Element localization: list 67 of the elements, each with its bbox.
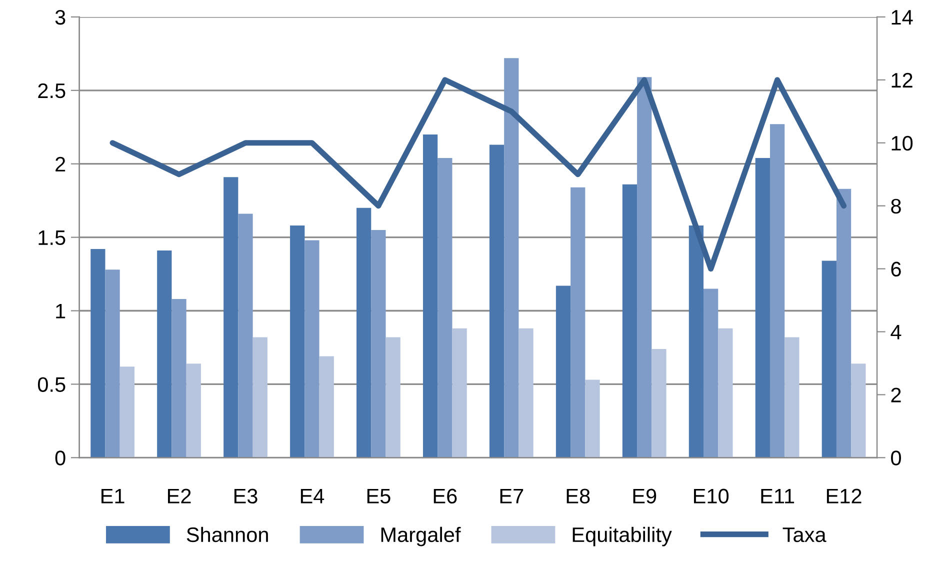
x-tick-label: E3: [234, 488, 258, 504]
x-tick-label: E2: [168, 488, 191, 504]
bar: [186, 364, 201, 458]
bar: [290, 226, 305, 458]
x-tick-label: E6: [434, 488, 457, 504]
x-tick-label: E11: [761, 488, 794, 504]
x-tick-label: E1: [102, 488, 124, 504]
y2-tick-label: 10: [892, 136, 913, 151]
bar: [386, 337, 400, 458]
bar: [504, 58, 519, 458]
bar: [718, 328, 733, 458]
y2-tick-label: 2: [891, 388, 901, 402]
bar: [652, 348, 666, 458]
x-tick-label: E4: [300, 488, 324, 504]
legend-label: Shannon: [186, 526, 268, 542]
bar: [319, 356, 334, 458]
bar: [704, 288, 718, 458]
bar: [105, 270, 120, 458]
bar: [252, 337, 268, 458]
bar: [422, 134, 438, 458]
bar: [90, 249, 106, 458]
x-tick-label: E5: [367, 488, 390, 504]
bar: [518, 328, 534, 458]
bar: [851, 364, 866, 458]
bar: [356, 208, 372, 458]
bar: [784, 337, 800, 458]
bar: [452, 328, 467, 458]
y-tick-label: 1.5: [38, 230, 66, 246]
bar: [822, 260, 836, 458]
bar: [224, 177, 238, 458]
bar: [836, 188, 852, 458]
y-tick-label: 2.5: [38, 83, 66, 98]
x-tick-label: E7: [500, 488, 524, 504]
bar: [438, 158, 452, 458]
y2-tick-label: 4: [890, 324, 902, 340]
x-tick-label: E12: [826, 488, 862, 504]
y-tick-label: 3: [55, 10, 66, 25]
bar: [238, 214, 253, 458]
bar: [570, 187, 586, 458]
legend-label: Equitability: [572, 526, 672, 546]
y2-tick-label: 6: [891, 262, 901, 277]
y2-tick-label: 0: [891, 450, 901, 466]
y2-tick-label: 12: [892, 72, 912, 88]
x-tick-label: E9: [633, 488, 656, 504]
legend-label: Margalef: [381, 526, 461, 546]
bar: [622, 184, 638, 458]
bar: [172, 299, 186, 458]
bar: [556, 286, 571, 458]
bar: [755, 158, 770, 458]
bar: [637, 77, 652, 458]
bar: [489, 144, 504, 458]
bar: [585, 380, 600, 458]
y-tick-label: 2: [56, 156, 66, 172]
y-tick-label: 0.5: [38, 377, 66, 392]
x-tick-label: E10: [694, 488, 729, 504]
y-tick-label: 1: [56, 304, 66, 318]
legend-label: Taxa: [782, 528, 826, 542]
bar: [157, 250, 172, 458]
bar: [688, 226, 704, 458]
bar: [120, 366, 134, 458]
y2-tick-label: 14: [892, 10, 913, 24]
y2-tick-label: 8: [891, 198, 901, 214]
bar: [371, 230, 386, 458]
bar: [304, 240, 320, 458]
x-tick-label: E8: [566, 488, 590, 504]
y-tick-label: 0: [55, 450, 66, 466]
bar: [770, 124, 785, 458]
